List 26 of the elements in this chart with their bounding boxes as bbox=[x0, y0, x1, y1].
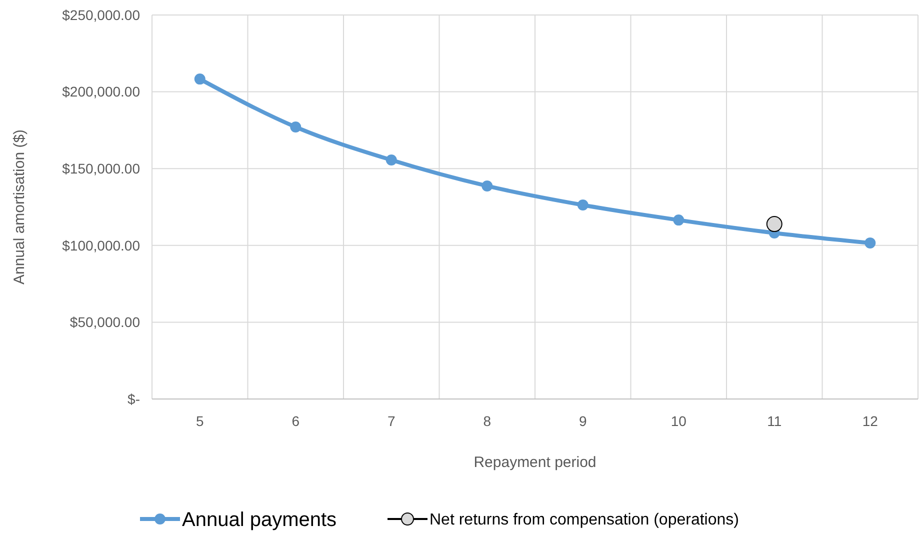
point bbox=[864, 237, 876, 248]
y-tick-label: $100,000.00 bbox=[62, 237, 140, 254]
point bbox=[194, 74, 206, 85]
legend-label: Annual payments bbox=[182, 509, 337, 531]
legend-label: Net returns from compensation (operations) bbox=[430, 512, 739, 529]
x-tick-label: 7 bbox=[387, 413, 396, 429]
x-tick-label: 6 bbox=[292, 413, 300, 429]
point bbox=[386, 154, 397, 166]
y-tick-label: $250,000.00 bbox=[62, 6, 140, 23]
y-axis-title: Annual amortisation ($) bbox=[11, 129, 28, 285]
y-tick-label: $- bbox=[128, 390, 140, 407]
x-axis-title: Repayment period bbox=[474, 454, 596, 471]
point bbox=[673, 214, 684, 226]
y-tick-label: $150,000.00 bbox=[62, 160, 140, 176]
x-tick-label: 9 bbox=[578, 413, 587, 429]
x-tick-label: 10 bbox=[670, 413, 687, 429]
point bbox=[766, 216, 782, 232]
x-tick-label: 11 bbox=[767, 413, 782, 429]
x-tick-label: 12 bbox=[862, 413, 878, 429]
y-tick-label: $200,000.00 bbox=[62, 84, 140, 100]
x-tick-label: 5 bbox=[196, 413, 204, 429]
x-tick-label: 8 bbox=[483, 413, 492, 429]
point bbox=[290, 121, 302, 132]
y-tick-label: $50,000.00 bbox=[70, 314, 140, 330]
point bbox=[482, 180, 493, 192]
point bbox=[577, 200, 588, 211]
